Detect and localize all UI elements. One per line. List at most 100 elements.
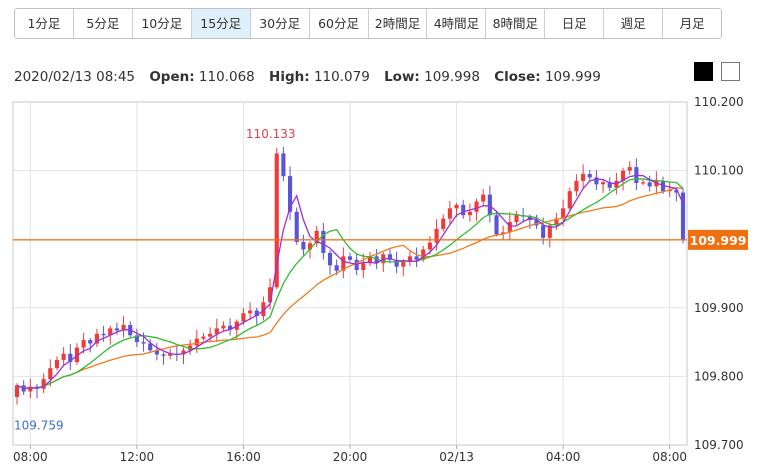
candle-body <box>154 350 159 355</box>
x-tick-label: 12:00 <box>120 450 155 464</box>
x-tick-label: 04:00 <box>546 450 581 464</box>
tab-timeframe-11[interactable]: 週足 <box>604 9 664 38</box>
candle-body <box>274 153 279 288</box>
candle-body <box>514 215 519 223</box>
dark-theme-swatch[interactable] <box>694 62 713 81</box>
candle-body <box>61 353 66 360</box>
current-price-badge <box>688 229 748 250</box>
candle-body <box>194 338 199 346</box>
low-annotation: 109.759 <box>14 419 64 433</box>
ma-mid-line <box>16 178 684 390</box>
tab-timeframe-12[interactable]: 月足 <box>663 9 721 38</box>
candle-body <box>534 219 539 226</box>
tab-timeframe-7[interactable]: 2時間足 <box>368 9 428 38</box>
candle-body <box>41 379 46 389</box>
candle-body <box>574 180 579 192</box>
candle-body <box>54 359 60 369</box>
open-label: Open: <box>149 69 195 85</box>
ma-slow-line <box>16 187 684 390</box>
candle-body <box>68 353 73 362</box>
candle-body <box>81 340 86 348</box>
high-annotation: 110.133 <box>246 127 296 141</box>
tab-timeframe-1[interactable]: 1分足 <box>15 9 74 38</box>
candle-body <box>541 225 546 238</box>
candle-body <box>367 256 373 264</box>
candle-body <box>254 310 259 317</box>
tab-timeframe-3[interactable]: 10分足 <box>132 9 192 38</box>
candle-body <box>294 211 299 242</box>
candle-body <box>374 256 379 264</box>
candle-body <box>467 211 472 216</box>
candle-body <box>101 333 106 336</box>
candle-body <box>201 336 206 339</box>
candle-body <box>421 249 426 260</box>
x-tick-label: 16:00 <box>226 450 261 464</box>
candle-body <box>181 350 186 355</box>
low-label: Low: <box>384 69 420 85</box>
ohlc-datetime: 2020/02/13 08:45 <box>14 69 136 85</box>
candle-body <box>88 340 93 344</box>
candle-body <box>248 310 253 314</box>
candle-body <box>494 215 499 235</box>
close-value: 109.999 <box>544 69 601 85</box>
candle-body <box>587 174 592 178</box>
candle-body <box>241 313 246 322</box>
candle-body <box>347 256 353 260</box>
candle-body <box>401 261 406 267</box>
candle-body <box>208 333 213 337</box>
candle-body <box>94 333 99 344</box>
candle-body <box>434 228 439 243</box>
candle-body <box>387 254 393 260</box>
candle-body <box>620 170 626 181</box>
candle-body <box>627 167 632 171</box>
candle-body <box>268 287 273 303</box>
candle-body <box>168 353 173 356</box>
candle-body <box>581 174 586 181</box>
x-tick-label: 08:00 <box>652 450 687 464</box>
candle-body <box>134 335 139 343</box>
candle-body <box>14 385 20 397</box>
tab-timeframe-9[interactable]: 8時間足 <box>486 9 546 38</box>
candle-body <box>161 354 166 356</box>
candle-body <box>228 325 233 330</box>
candle-body <box>660 180 666 192</box>
candle-body <box>327 252 333 266</box>
candle-body <box>221 325 226 329</box>
candle-body <box>287 176 293 212</box>
candle-body <box>148 343 153 351</box>
tab-timeframe-2[interactable]: 5分足 <box>73 9 133 38</box>
candle-body <box>28 386 33 392</box>
high-value: 110.079 <box>313 69 370 85</box>
candle-body <box>607 182 612 188</box>
candle-body <box>487 194 492 216</box>
candle-body <box>361 263 366 271</box>
candle-body <box>354 259 359 271</box>
light-theme-swatch[interactable] <box>721 62 740 81</box>
tab-timeframe-10[interactable]: 日足 <box>545 9 605 38</box>
current-price-label: 109.999 <box>690 233 747 248</box>
candle-body <box>601 182 606 185</box>
tab-timeframe-5[interactable]: 30分足 <box>250 9 310 38</box>
candle-body <box>108 328 113 336</box>
timeframe-tabs: 1分足 5分足 10分足 15分足 30分足 60分足 2時間足 4時間足 8時間足 日足 週足 月足 <box>14 8 722 39</box>
candle-body <box>414 256 419 260</box>
candle-body <box>281 153 286 177</box>
y-tick-label: 109.700 <box>694 438 744 452</box>
candle-body <box>214 328 219 334</box>
high-label: High: <box>269 69 310 85</box>
candle-body <box>554 218 559 226</box>
y-tick-label: 110.100 <box>694 164 744 178</box>
tab-timeframe-8[interactable]: 4時間足 <box>427 9 487 38</box>
candle-body <box>640 182 646 184</box>
candle-body <box>567 191 572 209</box>
candle-body <box>114 328 119 331</box>
candle-body <box>561 208 566 219</box>
low-value: 109.998 <box>424 69 480 85</box>
tab-timeframe-6[interactable]: 60分足 <box>309 9 369 38</box>
x-tick-label: 02/13 <box>439 450 474 464</box>
tab-timeframe-4[interactable]: 15分足 <box>191 9 251 38</box>
ohlc-readout: 2020/02/13 08:45 Open: 110.068 High: 110… <box>14 69 601 85</box>
candle-body <box>141 342 146 344</box>
candle-body <box>481 194 486 202</box>
